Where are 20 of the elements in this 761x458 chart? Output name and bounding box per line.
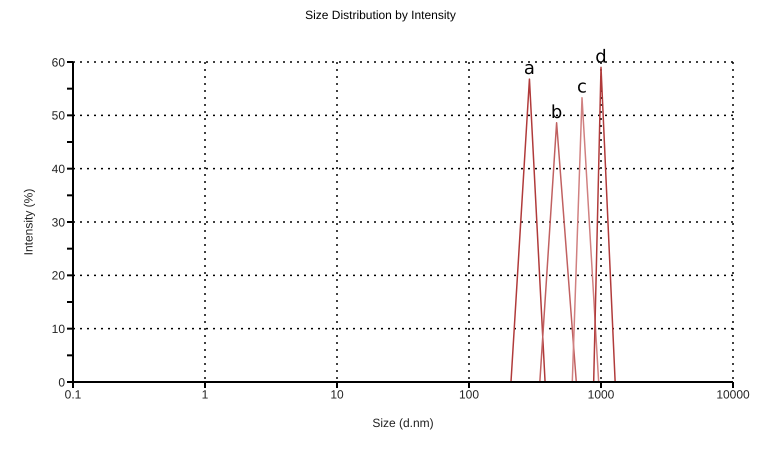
x-tick-label: 0.1 xyxy=(64,388,82,402)
y-tick-label: 30 xyxy=(52,215,66,230)
annotation: a xyxy=(524,58,535,80)
annotation: d xyxy=(595,46,607,68)
annotation: b xyxy=(550,102,562,123)
x-tick-label: 1000 xyxy=(588,388,615,402)
x-tick-label: 1 xyxy=(202,388,209,402)
y-tick-label: 60 xyxy=(52,55,66,70)
x-axis-title: Size (d.nm) xyxy=(372,416,434,430)
y-tick-label: 40 xyxy=(52,162,66,176)
y-tick-label: 0 xyxy=(58,375,66,390)
x-tick-label: 100 xyxy=(458,388,480,402)
annotation: c xyxy=(577,76,587,98)
x-tick-label: 10 xyxy=(330,388,344,402)
chart-title: Size Distribution by Intensity xyxy=(304,8,457,22)
y-tick-label: 20 xyxy=(52,268,66,283)
y-axis-title: Intensity (%) xyxy=(21,188,36,256)
y-tick-label: 50 xyxy=(52,108,66,123)
x-tick-label: 10000 xyxy=(716,388,750,402)
y-tick-label: 10 xyxy=(52,322,66,336)
